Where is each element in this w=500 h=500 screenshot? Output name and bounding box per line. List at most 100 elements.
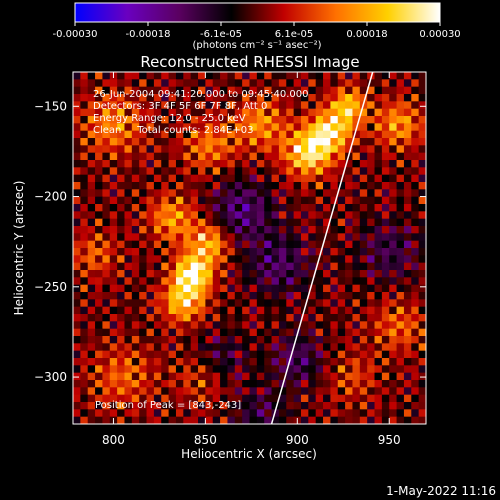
heatmap-cell [330, 189, 339, 198]
heatmap-cell [227, 394, 236, 403]
heatmap-cell [183, 394, 192, 403]
heatmap-cell [198, 123, 206, 132]
heatmap-cell [256, 79, 265, 88]
heatmap-cell [227, 328, 236, 337]
heatmap-cell [146, 336, 155, 344]
heatmap-cell [153, 79, 162, 88]
heatmap-cell [242, 321, 251, 330]
heatmap-cell [190, 101, 199, 110]
heatmap-cell [190, 328, 199, 337]
heatmap-cell [300, 270, 309, 278]
heatmap-cell [109, 336, 118, 344]
heatmap-cell [300, 182, 309, 190]
heatmap-cell [234, 292, 243, 300]
heatmap-cell [80, 116, 89, 124]
heatmap-cell [95, 358, 104, 366]
heatmap-cell [146, 72, 155, 80]
heatmap-cell [139, 270, 148, 278]
heatmap-cell [242, 358, 251, 366]
heatmap-cell [352, 130, 361, 139]
heatmap-cell [381, 350, 390, 359]
heatmap-cell [359, 189, 368, 198]
heatmap-cell [242, 167, 251, 176]
heatmap-cell [220, 328, 229, 337]
heatmap-cell [264, 116, 273, 124]
heatmap-cell [403, 336, 412, 344]
heatmap-cell [389, 380, 398, 388]
heatmap-cell [95, 152, 104, 161]
heatmap-cell [367, 306, 376, 315]
heatmap-cell [411, 204, 420, 212]
heatmap-cell [286, 299, 295, 308]
heatmap-cell [396, 350, 405, 359]
heatmap-cell [109, 277, 118, 286]
heatmap-cell [161, 72, 170, 80]
heatmap-cell [381, 123, 390, 132]
heatmap-cell [367, 409, 376, 418]
heatmap-cell [286, 79, 295, 88]
heatmap-cell [381, 262, 390, 271]
heatmap-cell [411, 306, 420, 315]
heatmap-cell [418, 189, 426, 198]
heatmap-cell [153, 328, 162, 337]
heatmap-cell [381, 152, 390, 161]
heatmap-cell [337, 240, 346, 249]
heatmap-cell [293, 292, 302, 300]
heatmap-cell [411, 380, 420, 388]
x-tick-label: 950 [378, 433, 401, 447]
heatmap-cell [227, 152, 236, 161]
heatmap-cell [242, 226, 251, 234]
heatmap-cell [80, 372, 89, 381]
heatmap-cell [220, 409, 229, 418]
heatmap-cell [337, 86, 346, 95]
heatmap-cell [337, 145, 346, 154]
heatmap-cell [198, 402, 206, 410]
heatmap-cell [315, 270, 324, 278]
heatmap-cell [396, 160, 405, 168]
heatmap-cell [337, 255, 346, 264]
heatmap-cell [131, 321, 140, 330]
heatmap-cell [124, 211, 133, 220]
heatmap-cell [367, 255, 376, 264]
heatmap-cell [242, 211, 251, 220]
heatmap-cell [175, 204, 184, 212]
heatmap-cell [95, 189, 104, 198]
heatmap-cell [264, 358, 273, 366]
heatmap-cell [256, 226, 265, 234]
heatmap-cell [73, 306, 81, 315]
heatmap-cell [403, 94, 412, 102]
heatmap-cell [330, 79, 339, 88]
heatmap-cell [220, 255, 229, 264]
heatmap-cell [315, 284, 324, 293]
heatmap-cell [73, 189, 81, 198]
heatmap-cell [139, 160, 148, 168]
heatmap-cell [293, 365, 302, 374]
heatmap-cell [80, 152, 89, 161]
heatmap-cell [345, 108, 354, 117]
heatmap-cell [124, 314, 133, 322]
heatmap-cell [396, 394, 405, 403]
heatmap-cell [323, 314, 331, 322]
heatmap-cell [337, 108, 346, 117]
heatmap-cell [403, 138, 412, 146]
heatmap-cell [374, 94, 383, 102]
heatmap-cell [220, 145, 229, 154]
heatmap-cell [153, 336, 162, 344]
heatmap-cell [234, 299, 243, 308]
heatmap-cell [271, 218, 280, 227]
heatmap-cell [374, 72, 383, 80]
colorbar-ticks [74, 22, 441, 26]
heatmap-cell [212, 350, 221, 359]
heatmap-cell [403, 218, 412, 227]
heatmap-cell [337, 233, 346, 242]
heatmap-cell [139, 416, 148, 424]
heatmap-cell [418, 284, 426, 293]
heatmap-cell [95, 321, 104, 330]
heatmap-cell [411, 167, 420, 176]
heatmap-cell [131, 123, 140, 132]
heatmap-cell [198, 182, 206, 190]
heatmap-cell [117, 336, 126, 344]
heatmap-cell [359, 79, 368, 88]
heatmap-cell [242, 116, 251, 124]
heatmap-cell [205, 409, 214, 418]
